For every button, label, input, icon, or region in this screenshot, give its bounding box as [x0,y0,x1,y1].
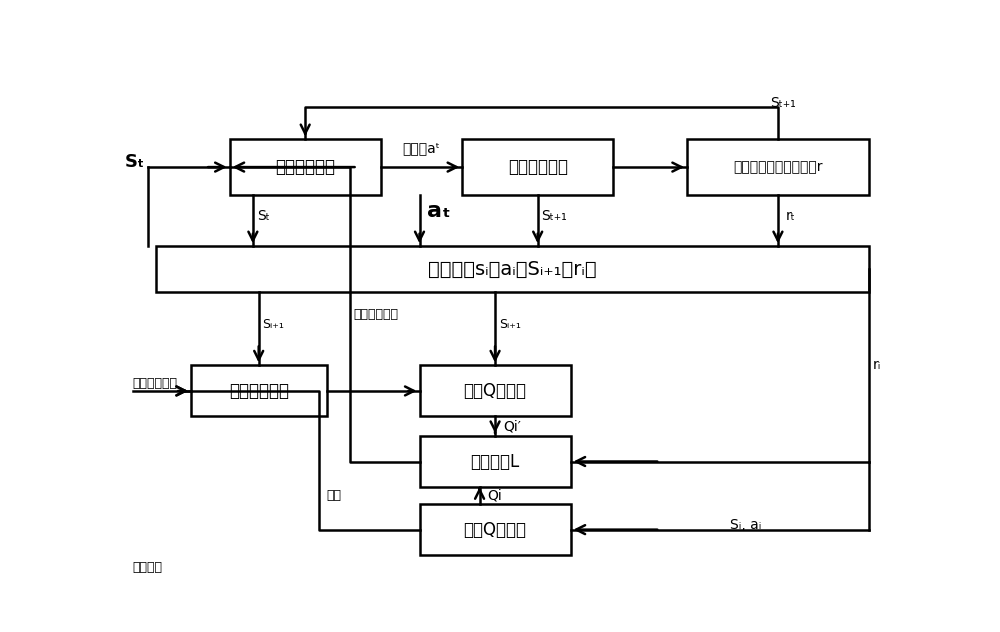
Text: 在线策略网络: 在线策略网络 [275,158,335,176]
Text: 更新: 更新 [326,489,342,502]
Text: aₜ: aₜ [427,201,451,221]
Text: rₜ: rₜ [786,209,796,222]
Text: Qi: Qi [487,489,502,502]
Text: 回放池（sᵢ，aᵢ，Sᵢ₊₁，rᵢ）: 回放池（sᵢ，aᵢ，Sᵢ₊₁，rᵢ） [428,260,597,279]
Text: Sᵢ, aᵢ: Sᵢ, aᵢ [730,518,761,532]
Bar [420,504,571,555]
Bar [191,365,326,416]
Text: 根据性能指标函数得出r: 根据性能指标函数得出r [733,160,823,174]
Text: Qi′: Qi′ [503,419,521,433]
Bar [230,139,381,195]
Text: Sₜ: Sₜ [124,153,144,171]
Text: 策略梯度: 策略梯度 [133,561,163,574]
Text: 控制量aᵗ: 控制量aᵗ [402,141,440,155]
Text: Sᵢ₊₁: Sᵢ₊₁ [499,317,521,331]
Text: 变循环发动机: 变循环发动机 [508,158,568,176]
Text: 目标Q値网络: 目标Q値网络 [464,382,527,400]
Text: Sₜ₊₁: Sₜ₊₁ [770,95,796,109]
Bar [156,246,869,293]
Bar [420,365,571,416]
Bar [420,436,571,487]
Text: Sₜ₊₁: Sₜ₊₁ [542,209,567,222]
Text: Sₜ: Sₜ [257,209,270,222]
Text: Sᵢ₊₁: Sᵢ₊₁ [263,317,284,331]
Text: 在线Q値网络: 在线Q値网络 [464,521,527,538]
Bar [687,139,869,195]
Text: 目标策略网络: 目标策略网络 [229,382,289,400]
Text: 损失函数L: 损失函数L [470,453,520,470]
Text: rᵢ: rᵢ [873,358,881,372]
Text: 更新网络参数: 更新网络参数 [354,308,399,321]
Bar [462,139,613,195]
Text: 更新网络参数: 更新网络参数 [133,377,178,390]
